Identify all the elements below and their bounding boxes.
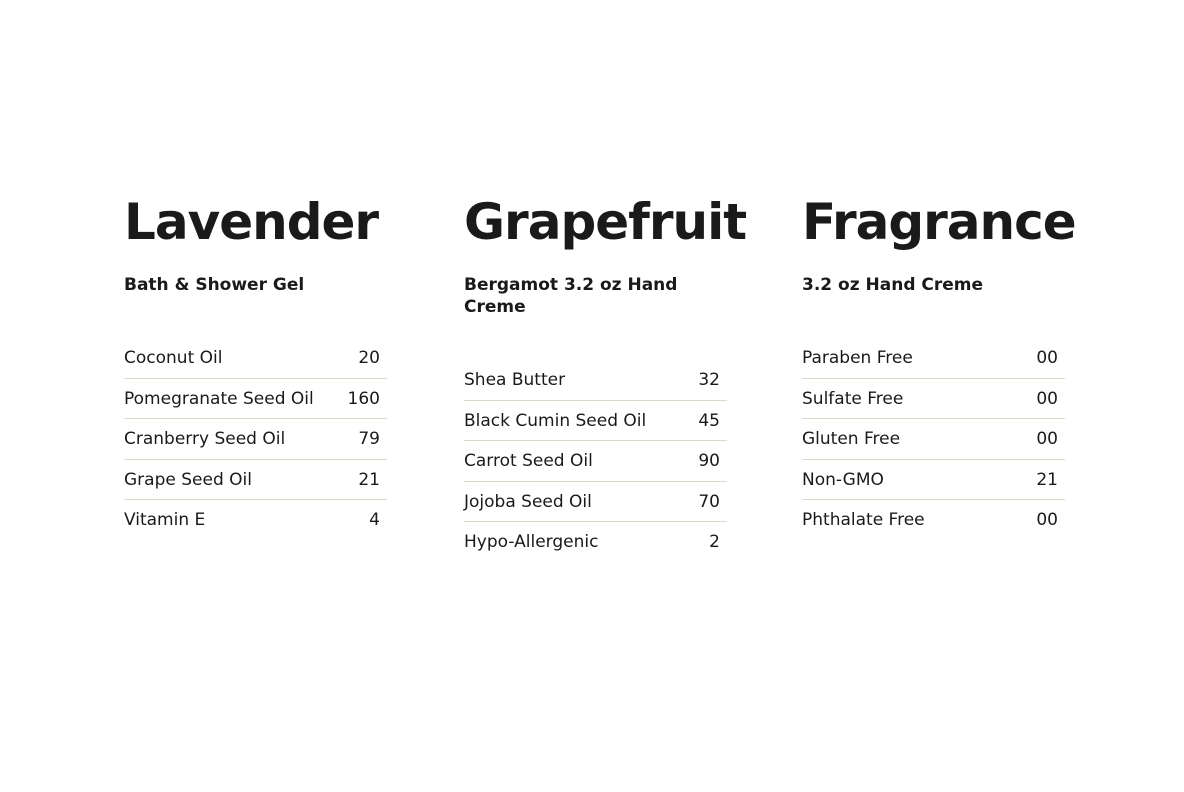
list-item: Phthalate Free 00 [802, 500, 1065, 541]
item-value: 32 [698, 370, 720, 390]
item-label: Jojoba Seed Oil [464, 491, 592, 512]
list-item: Non-GMO 21 [802, 460, 1065, 500]
item-label: Carrot Seed Oil [464, 451, 593, 471]
list-item: Grape Seed Oil 21 [124, 460, 387, 500]
item-value: 4 [369, 510, 380, 530]
item-value: 70 [698, 491, 720, 512]
item-label: Grape Seed Oil [124, 469, 252, 490]
item-label: Phthalate Free [802, 510, 925, 530]
item-label: Non-GMO [802, 469, 884, 490]
list-item: Sulfate Free 00 [802, 379, 1065, 419]
ingredient-list: Coconut Oil 20 Pomegranate Seed Oil 160 … [124, 338, 387, 541]
product-column: Grapefruit Bergamot 3.2 oz Hand Creme Sh… [464, 192, 747, 563]
item-value: 00 [1036, 510, 1058, 530]
item-value: 45 [698, 410, 720, 431]
item-value: 00 [1036, 388, 1058, 409]
item-value: 21 [1036, 469, 1058, 490]
list-item: Black Cumin Seed Oil 45 [464, 401, 727, 441]
item-value: 00 [1036, 348, 1058, 368]
item-label: Cranberry Seed Oil [124, 429, 286, 449]
product-title: Lavender [124, 193, 379, 251]
list-item: Shea Butter 32 [464, 360, 727, 401]
item-value: 21 [358, 469, 380, 490]
item-label: Pomegranate Seed Oil [124, 388, 314, 409]
list-item: Hypo-Allergenic 2 [464, 522, 727, 563]
product-subtitle: Bergamot 3.2 oz Hand Creme [464, 275, 678, 317]
list-item: Pomegranate Seed Oil 160 [124, 379, 387, 419]
item-label: Coconut Oil [124, 348, 223, 368]
item-label: Shea Butter [464, 370, 566, 390]
list-item: Jojoba Seed Oil 70 [464, 482, 727, 522]
item-value: 00 [1036, 429, 1058, 449]
item-label: Paraben Free [802, 348, 913, 368]
list-item: Vitamin E 4 [124, 500, 387, 541]
item-label: Black Cumin Seed Oil [464, 410, 647, 431]
product-title: Grapefruit [464, 193, 747, 251]
product-title: Fragrance [802, 193, 1077, 251]
list-item: Coconut Oil 20 [124, 338, 387, 379]
list-item: Gluten Free 00 [802, 419, 1065, 460]
list-item: Cranberry Seed Oil 79 [124, 419, 387, 460]
item-value: 90 [698, 451, 720, 471]
list-item: Paraben Free 00 [802, 338, 1065, 379]
product-subtitle: Bath & Shower Gel [124, 275, 305, 295]
list-item: Carrot Seed Oil 90 [464, 441, 727, 482]
item-value: 79 [358, 429, 380, 449]
product-subtitle: 3.2 oz Hand Creme [802, 275, 984, 295]
item-value: 2 [709, 532, 720, 552]
item-label: Gluten Free [802, 429, 901, 449]
ingredient-list: Paraben Free 00 Sulfate Free 00 Gluten F… [802, 338, 1065, 541]
item-label: Hypo-Allergenic [464, 532, 599, 552]
ingredient-list: Shea Butter 32 Black Cumin Seed Oil 45 C… [464, 360, 727, 563]
item-value: 20 [358, 348, 380, 368]
product-column: Fragrance 3.2 oz Hand Creme Paraben Free… [802, 192, 1077, 541]
item-label: Vitamin E [124, 510, 206, 530]
item-value: 160 [347, 388, 380, 409]
product-column: Lavender Bath & Shower Gel Coconut Oil 2… [124, 192, 387, 541]
item-label: Sulfate Free [802, 388, 904, 409]
